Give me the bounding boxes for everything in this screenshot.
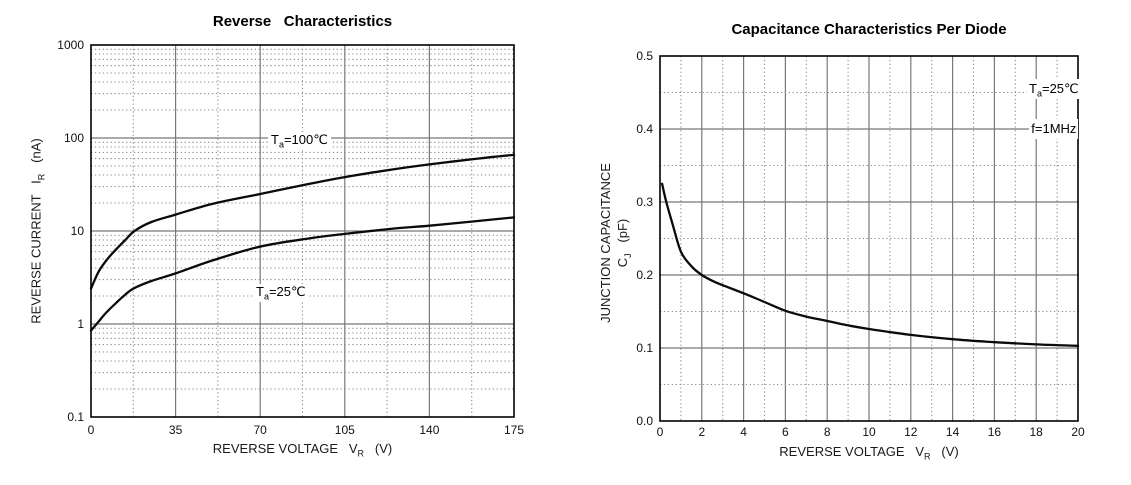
curve-ta-100c <box>89 153 516 290</box>
curve-cj <box>660 182 1080 347</box>
curve-ta-25c <box>89 216 516 332</box>
